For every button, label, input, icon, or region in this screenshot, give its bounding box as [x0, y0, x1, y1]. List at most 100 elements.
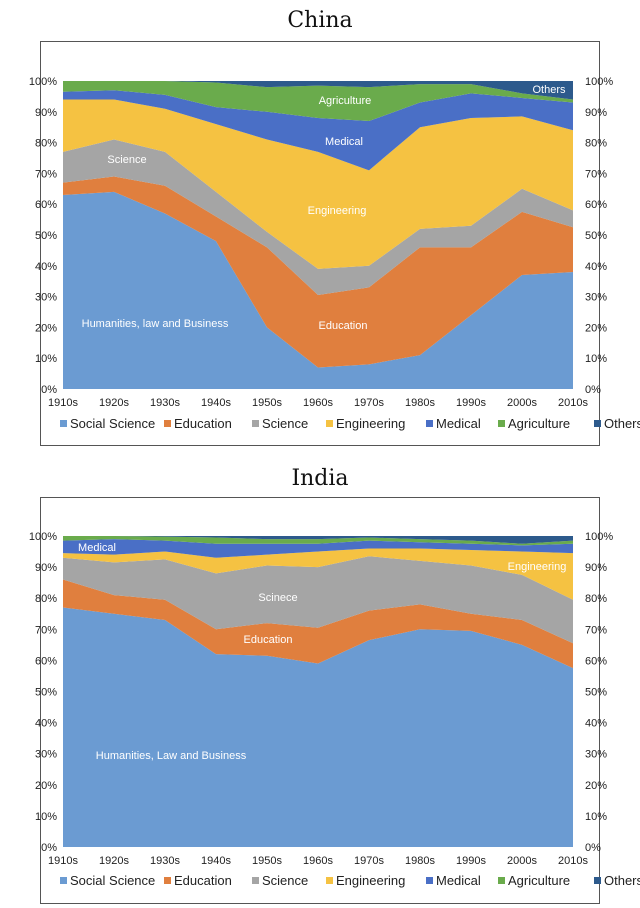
x-tick: 1990s — [456, 855, 486, 867]
y-tick-left: 100% — [29, 76, 57, 88]
x-tick: 1920s — [99, 855, 129, 867]
y-tick-left: 50% — [35, 230, 57, 242]
legend-item: Science — [262, 416, 308, 431]
y-tick-left: 60% — [35, 199, 57, 211]
legend-swatch — [164, 877, 171, 884]
area-annotation: Humanities, Law and Business — [96, 750, 247, 762]
y-tick-right: 100% — [585, 531, 613, 543]
legend-item: Agriculture — [508, 873, 570, 888]
x-tick: 1980s — [405, 855, 435, 867]
india-chart-title: India — [291, 466, 349, 491]
chart-india: 0% 0% 10% 10% 20% 20% 30% 30% 40% 40% 50% 50% 60% 60%… — [29, 531, 640, 888]
legend-swatch — [594, 420, 601, 427]
legend-item: Medical — [436, 873, 481, 888]
legend-item: Agriculture — [508, 416, 570, 431]
y-tick-right: 40% — [585, 261, 607, 273]
area-engineering — [63, 548, 573, 600]
area-social-science — [63, 607, 573, 847]
x-tick: 1940s — [201, 855, 231, 867]
legend-swatch — [326, 877, 333, 884]
area-others — [63, 536, 573, 544]
legend-swatch — [252, 420, 259, 427]
x-tick: 1960s — [303, 855, 333, 867]
area-annotation: Engineering — [308, 205, 367, 217]
y-tick-left: 90% — [35, 562, 57, 574]
y-tick-left: 70% — [35, 624, 57, 636]
y-tick-right: 70% — [585, 624, 607, 636]
y-tick-right: 0% — [585, 842, 601, 854]
legend-item: Education — [174, 873, 232, 888]
area-others — [63, 81, 573, 100]
y-tick-left: 90% — [35, 107, 57, 119]
y-tick-left: 0% — [41, 384, 57, 396]
y-tick-right: 40% — [585, 718, 607, 730]
y-tick-left: 20% — [35, 780, 57, 792]
y-tick-left: 30% — [35, 749, 57, 761]
legend-swatch — [326, 420, 333, 427]
legend-swatch — [60, 420, 67, 427]
area-annotation: Education — [244, 634, 293, 646]
y-tick-right: 30% — [585, 749, 607, 761]
india-chart-frame — [40, 497, 600, 904]
y-tick-left: 10% — [35, 353, 57, 365]
area-annotation: Engineering — [508, 561, 567, 573]
y-tick-right: 50% — [585, 687, 607, 699]
y-tick-right: 70% — [585, 168, 607, 180]
y-tick-right: 10% — [585, 811, 607, 823]
legend-swatch — [594, 877, 601, 884]
x-tick: 1950s — [252, 397, 282, 409]
area-science — [63, 556, 573, 644]
y-tick-left: 10% — [35, 811, 57, 823]
china-chart-title: China — [287, 8, 353, 33]
legend-item: Social Science — [70, 416, 155, 431]
area-annotation: Others — [532, 84, 566, 96]
legend-swatch — [164, 420, 171, 427]
legend-item: Social Science — [70, 873, 155, 888]
y-tick-left: 100% — [29, 531, 57, 543]
y-tick-right: 0% — [585, 384, 601, 396]
area-agriculture — [63, 536, 573, 546]
legend-swatch — [498, 877, 505, 884]
y-tick-left: 80% — [35, 593, 57, 605]
y-tick-right: 20% — [585, 322, 607, 334]
area-annotation: Medical — [78, 542, 116, 554]
legend-swatch — [60, 877, 67, 884]
y-tick-right: 20% — [585, 780, 607, 792]
legend-swatch — [426, 877, 433, 884]
x-tick: 1940s — [201, 397, 231, 409]
legend-item: Education — [174, 416, 232, 431]
y-tick-left: 40% — [35, 718, 57, 730]
x-tick: 1950s — [252, 855, 282, 867]
x-tick: 1970s — [354, 397, 384, 409]
area-annotation: Humanities, law and Business — [82, 318, 229, 330]
y-tick-right: 80% — [585, 138, 607, 150]
legend-item: Others — [604, 873, 640, 888]
legend-swatch — [252, 877, 259, 884]
y-tick-right: 90% — [585, 562, 607, 574]
y-tick-left: 0% — [41, 842, 57, 854]
area-education — [63, 579, 573, 669]
y-tick-left: 70% — [35, 168, 57, 180]
area-agriculture — [63, 81, 573, 122]
y-tick-right: 90% — [585, 107, 607, 119]
area-annotation: Science — [107, 154, 146, 166]
x-tick: 1930s — [150, 855, 180, 867]
x-tick: 1990s — [456, 397, 486, 409]
x-tick: 1910s — [48, 855, 78, 867]
legend-item: Science — [262, 873, 308, 888]
area-annotation: Medical — [325, 136, 363, 148]
x-tick: 1960s — [303, 397, 333, 409]
area-education — [63, 176, 573, 368]
area-engineering — [63, 99, 573, 269]
x-tick: 1980s — [405, 397, 435, 409]
x-tick: 1910s — [48, 397, 78, 409]
y-tick-right: 50% — [585, 230, 607, 242]
y-tick-left: 40% — [35, 261, 57, 273]
legend-item: Engineering — [336, 416, 405, 431]
china-chart-frame — [40, 41, 600, 446]
y-tick-left: 20% — [35, 322, 57, 334]
y-tick-right: 60% — [585, 199, 607, 211]
area-annotation: Education — [319, 320, 368, 332]
area-social-science — [63, 191, 573, 389]
